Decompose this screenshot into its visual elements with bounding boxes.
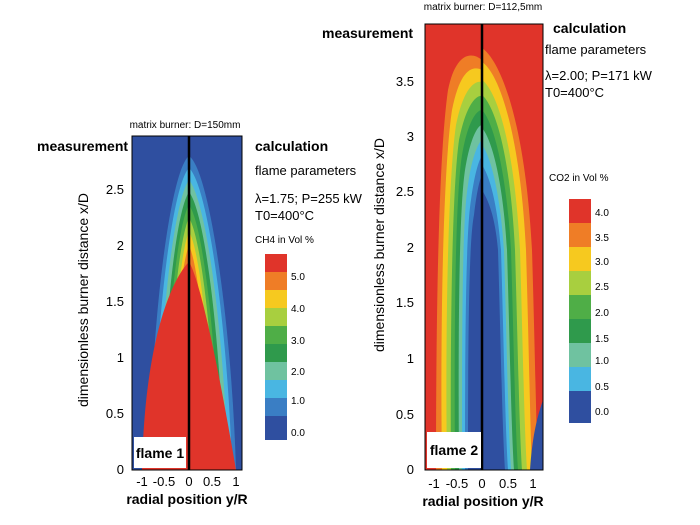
params-line2-1: T0=400°C [255, 208, 314, 223]
colorbar-1-tick-1: 4.0 [291, 304, 305, 315]
y-tick-2-0: 0 [407, 462, 414, 477]
x-tick-1-3: 0.5 [203, 474, 221, 489]
colorbar-2-swatch-5 [569, 319, 591, 343]
measurement-label-1: measurement [37, 138, 128, 154]
params-title-2: flame parameters [545, 42, 647, 57]
calculation-label-2: calculation [553, 20, 626, 36]
colorbar-1-tick-2: 3.0 [291, 336, 305, 347]
colorbar-1-swatch-0 [265, 254, 287, 272]
x-tick-2-2: 0 [478, 476, 485, 491]
x-tick-2-3: 0.5 [499, 476, 517, 491]
plot-2-y-ticks: 0 0.5 1 1.5 2 2.5 3 3.5 [396, 74, 414, 477]
colorbar-1-swatch-2 [265, 290, 287, 308]
panel-2-subtitle: matrix burner: D=112,5mm [424, 2, 542, 13]
params-title-1: flame parameters [255, 163, 357, 178]
colorbar-2-tick-6: 1.0 [595, 356, 609, 367]
y-tick-2-7: 3.5 [396, 74, 414, 89]
plot-1-frame [131, 135, 243, 471]
colorbar-1-swatch-8 [265, 398, 287, 416]
y-tick-1-5: 2.5 [106, 182, 124, 197]
y-tick-2-1: 0.5 [396, 407, 414, 422]
measurement-label-2: measurement [322, 25, 413, 41]
y-tick-1-3: 1.5 [106, 294, 124, 309]
x-tick-1-4: 1 [232, 474, 239, 489]
colorbar-2-tick-5: 1.5 [595, 334, 609, 345]
colorbar-1-tick-3: 2.0 [291, 367, 305, 378]
y-tick-2-4: 2 [407, 240, 414, 255]
flame-2-label: flame 2 [430, 442, 478, 458]
params-line2-2: T0=400°C [545, 85, 604, 100]
panel-flame-1: matrix burner: D=150mm [37, 120, 363, 507]
colorbar-2-tick-8: 0.0 [595, 407, 609, 418]
colorbar-2-swatch-3 [569, 271, 591, 295]
flame-2-label-box [427, 432, 481, 468]
colorbar-1-swatch-3 [265, 308, 287, 326]
colorbar-2-tick-7: 0.5 [595, 382, 609, 393]
colorbar-1-tick-4: 1.0 [291, 396, 305, 407]
colorbar-2-swatch-4 [569, 295, 591, 319]
y-axis-label-1: dimensionless burner distance x/D [75, 193, 91, 407]
y-tick-2-5: 2.5 [396, 184, 414, 199]
panel-1-subtitle: matrix burner: D=150mm [130, 120, 241, 131]
colorbar-1-swatch-5 [265, 344, 287, 362]
x-tick-2-1: -0.5 [446, 476, 468, 491]
colorbar-2-tick-0: 4.0 [595, 208, 609, 219]
colorbar-1-swatch-7 [265, 380, 287, 398]
colorbar-2-swatch-6 [569, 343, 591, 367]
colorbar-1-swatch-9 [265, 416, 287, 440]
y-tick-1-1: 0.5 [106, 406, 124, 421]
x-tick-1-0: -1 [136, 474, 148, 489]
x-tick-1-2: 0 [185, 474, 192, 489]
colorbar-2-title: CO2 in Vol % [549, 173, 609, 184]
flame-1-label-box [134, 437, 186, 468]
panel-flame-2: matrix burner: D=112,5mm [322, 2, 653, 509]
plot-1-x-ticks: -1 -0.5 0 0.5 1 [136, 474, 239, 489]
colorbar-2-swatch-8 [569, 391, 591, 423]
colorbar-1-swatch-4 [265, 326, 287, 344]
colorbar-2-swatch-0 [569, 199, 591, 223]
y-tick-2-3: 1.5 [396, 295, 414, 310]
colorbar-2-swatch-2 [569, 247, 591, 271]
y-tick-2-6: 3 [407, 129, 414, 144]
colorbar-1-tick-5: 0.0 [291, 428, 305, 439]
y-tick-2-2: 1 [407, 351, 414, 366]
colorbar-2-tick-3: 2.5 [595, 282, 609, 293]
x-tick-2-0: -1 [428, 476, 440, 491]
plot-2-x-ticks: -1 -0.5 0 0.5 1 [428, 476, 536, 491]
plot-2-contours [436, 48, 543, 471]
y-axis-label-2: dimensionless burner distance x/D [371, 138, 387, 352]
x-tick-2-4: 1 [529, 476, 536, 491]
calculation-label-1: calculation [255, 138, 328, 154]
colorbar-2-swatch-1 [569, 223, 591, 247]
x-axis-label-2: radial position y/R [422, 493, 543, 509]
x-tick-1-1: -0.5 [153, 474, 175, 489]
colorbar-2: 4.0 3.5 3.0 2.5 2.0 1.5 1.0 0.5 0.0 [569, 199, 609, 423]
flame-1-label: flame 1 [136, 445, 184, 461]
colorbar-2-tick-4: 2.0 [595, 308, 609, 319]
colorbar-1-tick-0: 5.0 [291, 272, 305, 283]
plot-2-frame [424, 23, 544, 471]
params-line1-1: λ=1.75; P=255 kW [255, 191, 363, 206]
colorbar-1-title: CH4 in Vol % [255, 235, 314, 246]
plot-1-contours [142, 156, 236, 470]
colorbar-1-swatch-6 [265, 362, 287, 380]
y-tick-1-4: 2 [117, 238, 124, 253]
colorbar-1: 5.0 4.0 3.0 2.0 1.0 0.0 [265, 254, 305, 440]
colorbar-1-swatch-1 [265, 272, 287, 290]
colorbar-2-tick-1: 3.5 [595, 233, 609, 244]
x-axis-label-1: radial position y/R [126, 491, 247, 507]
y-tick-1-2: 1 [117, 350, 124, 365]
plot-1-y-ticks: 0 0.5 1 1.5 2 2.5 [106, 182, 124, 477]
params-line1-2: λ=2.00; P=171 kW [545, 68, 653, 83]
colorbar-2-swatch-7 [569, 367, 591, 391]
y-tick-1-0: 0 [117, 462, 124, 477]
colorbar-2-tick-2: 3.0 [595, 257, 609, 268]
